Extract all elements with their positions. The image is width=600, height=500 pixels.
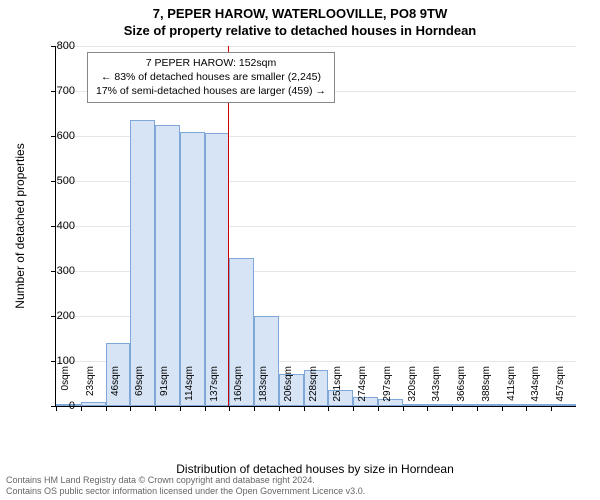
x-tick-label: 228sqm: [308, 366, 319, 411]
x-tick: [403, 406, 404, 411]
x-tick-label: 434sqm: [530, 366, 541, 411]
x-tick-label: 206sqm: [283, 366, 294, 411]
y-tick: [51, 181, 56, 182]
x-tick: [56, 406, 57, 411]
x-tick-label: 251sqm: [332, 366, 343, 411]
x-tick: [551, 406, 552, 411]
x-tick: [180, 406, 181, 411]
histogram-bar: [130, 120, 155, 406]
x-tick-label: 366sqm: [456, 366, 467, 411]
x-tick-label: 91sqm: [159, 366, 170, 411]
x-tick: [353, 406, 354, 411]
y-tick: [51, 91, 56, 92]
x-tick: [452, 406, 453, 411]
x-tick: [279, 406, 280, 411]
y-tick: [51, 271, 56, 272]
x-tick-label: 114sqm: [184, 366, 195, 411]
x-tick-label: 388sqm: [481, 366, 492, 411]
x-tick-label: 343sqm: [431, 366, 442, 411]
x-tick: [106, 406, 107, 411]
annotation-box: 7 PEPER HAROW: 152sqm ← 83% of detached …: [87, 52, 335, 103]
x-tick-label: 183sqm: [258, 366, 269, 411]
y-tick: [51, 136, 56, 137]
x-tick: [477, 406, 478, 411]
histogram-bar: [180, 132, 205, 407]
y-tick: [51, 361, 56, 362]
y-tick-label: 300: [57, 265, 75, 277]
x-tick: [526, 406, 527, 411]
x-tick: [254, 406, 255, 411]
x-tick-label: 69sqm: [134, 366, 145, 411]
x-tick: [81, 406, 82, 411]
y-tick-label: 400: [57, 220, 75, 232]
y-axis-label: Number of detached properties: [13, 143, 27, 308]
annotation-line2: ← 83% of detached houses are smaller (2,…: [96, 70, 326, 84]
footer-line1: Contains HM Land Registry data © Crown c…: [6, 475, 365, 487]
histogram-bar: [155, 125, 180, 406]
y-tick: [51, 226, 56, 227]
y-tick-label: 100: [57, 355, 75, 367]
y-tick-label: 0: [69, 400, 75, 412]
chart-area: 0sqm23sqm46sqm69sqm91sqm114sqm137sqm160s…: [55, 46, 575, 406]
chart-container: 7, PEPER HAROW, WATERLOOVILLE, PO8 9TW S…: [0, 0, 600, 500]
x-tick-label: 411sqm: [506, 366, 517, 411]
x-tick-label: 274sqm: [357, 366, 368, 411]
chart-title-address: 7, PEPER HAROW, WATERLOOVILLE, PO8 9TW: [0, 0, 600, 21]
x-tick: [229, 406, 230, 411]
x-tick-label: 23sqm: [85, 366, 96, 411]
x-tick: [155, 406, 156, 411]
y-tick: [51, 46, 56, 47]
x-tick-label: 457sqm: [555, 366, 566, 411]
x-tick-label: 137sqm: [209, 366, 220, 411]
y-tick-label: 800: [57, 40, 75, 52]
x-tick: [130, 406, 131, 411]
x-tick-label: 320sqm: [407, 366, 418, 411]
annotation-line1: 7 PEPER HAROW: 152sqm: [96, 56, 326, 70]
y-tick-label: 200: [57, 310, 75, 322]
x-tick: [378, 406, 379, 411]
y-tick: [51, 316, 56, 317]
x-tick-label: 297sqm: [382, 366, 393, 411]
y-tick-label: 500: [57, 175, 75, 187]
x-tick: [205, 406, 206, 411]
y-tick-label: 700: [57, 85, 75, 97]
y-tick-label: 600: [57, 130, 75, 142]
footer-line2: Contains OS public sector information li…: [6, 486, 365, 498]
x-tick: [502, 406, 503, 411]
x-tick: [427, 406, 428, 411]
chart-title-desc: Size of property relative to detached ho…: [0, 21, 600, 38]
x-tick: [304, 406, 305, 411]
x-tick-label: 46sqm: [110, 366, 121, 411]
annotation-line3: 17% of semi-detached houses are larger (…: [96, 84, 326, 98]
x-tick: [328, 406, 329, 411]
gridline: [56, 46, 576, 47]
x-tick-label: 160sqm: [233, 366, 244, 411]
footer-text: Contains HM Land Registry data © Crown c…: [6, 475, 365, 498]
